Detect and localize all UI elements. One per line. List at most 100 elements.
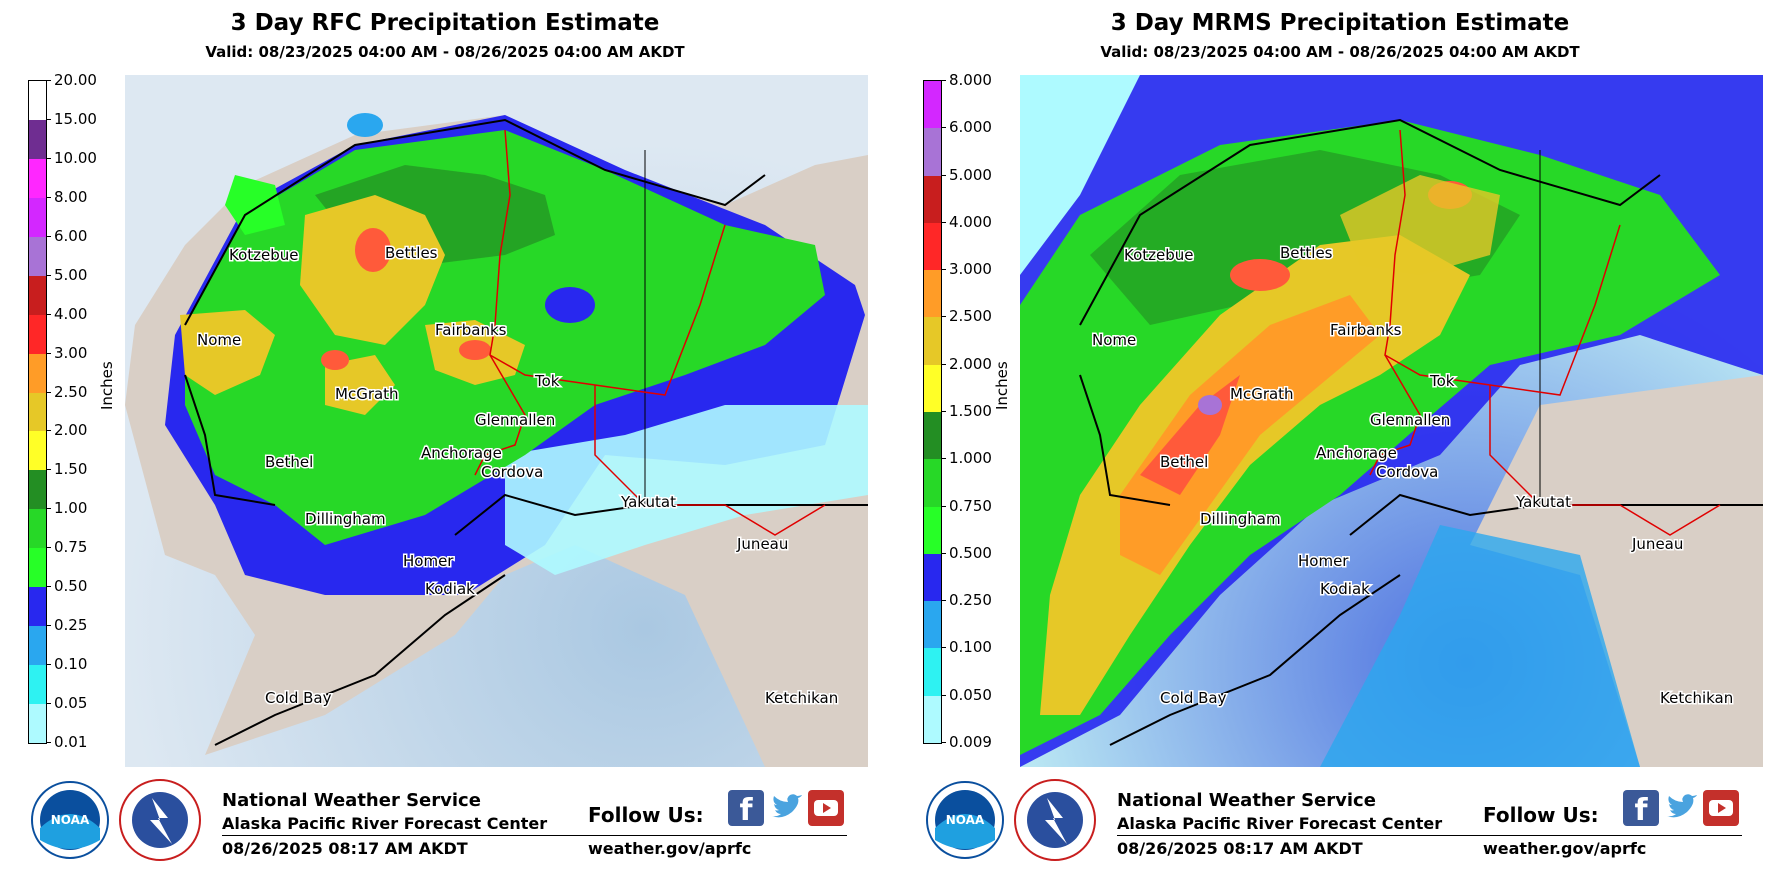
city-label: Dillingham [1200, 510, 1281, 528]
colorbar-tick-label: 0.050 [949, 685, 992, 704]
highway [1489, 385, 1721, 536]
colorbar-tick-label: 3.000 [949, 260, 992, 279]
colorbar-tick-label: 0.250 [949, 591, 992, 610]
colorbar-segment [29, 197, 46, 237]
colorbar-segment [924, 459, 941, 507]
colorbar-tick-label: 6.00 [54, 226, 88, 245]
colorbar-segment [924, 648, 941, 696]
precip-yellow-east [1340, 175, 1500, 275]
unit-label: Inches [993, 361, 1011, 410]
precip-red-3 [459, 340, 491, 360]
precip-orange [1120, 295, 1380, 575]
website-link[interactable]: weather.gov/aprfc [1483, 839, 1647, 858]
city-label: Tok [534, 372, 560, 390]
colorbar-segment [924, 695, 941, 743]
twitter-icon[interactable] [1663, 790, 1699, 826]
precip-cyan-south [1320, 525, 1640, 767]
colorbar-segment [29, 665, 46, 704]
colorbar-segment [29, 119, 46, 159]
svg-text:NOAA: NOAA [946, 813, 985, 827]
timestamp: 08/26/2025 08:17 AM AKDT [222, 839, 468, 858]
colorbar-segment [924, 175, 941, 223]
colorbar-ticks: 0.01 0.05 0.10 0.25 0.50 0.75 1.00 1.50 2.00 2.50… [46, 71, 106, 751]
precip-blue-pocket [545, 287, 595, 323]
colorbar-tick-label: 1.50 [54, 460, 88, 479]
divider [1117, 835, 1742, 836]
precip-red-1 [355, 228, 391, 272]
youtube-icon[interactable] [1703, 790, 1739, 826]
colorbar-tick-label: 5.00 [54, 265, 88, 284]
precip-red-2 [321, 350, 349, 370]
colorbar-tick-label: 2.50 [54, 382, 88, 401]
colorbar-segment [29, 158, 46, 198]
precip-map: Kotzebue Bettles Nome Fairbanks McGrath … [1020, 75, 1763, 767]
city-label: Cold Bay [265, 689, 332, 707]
colorbar-tick-label: 1.000 [949, 449, 992, 468]
colorbar-segment [924, 553, 941, 602]
city-label: McGrath [1230, 385, 1294, 403]
unit-label: Inches [98, 361, 116, 410]
highway [489, 129, 726, 396]
facebook-icon[interactable]: f [728, 790, 764, 826]
colorbar-tick-label: 10.00 [54, 148, 97, 167]
colorbar-tick-label: 8.000 [949, 71, 992, 89]
city-label: Homer [403, 552, 454, 570]
precip-blue-north [347, 113, 383, 137]
colorbar-tick-label: 0.10 [54, 655, 88, 674]
city-label: Homer [1298, 552, 1349, 570]
colorbar-segment [924, 364, 941, 412]
colorbar-tick-label: 0.75 [54, 538, 88, 557]
colorbar-segment [924, 222, 941, 271]
colorbar-tick-label: 0.500 [949, 543, 992, 562]
org-name: National Weather Service [1117, 790, 1376, 811]
website-link[interactable]: weather.gov/aprfc [588, 839, 752, 858]
facebook-icon[interactable]: f [1623, 790, 1659, 826]
city-label: Cordova [1376, 463, 1438, 481]
colorbar-tick-label: 0.009 [949, 733, 992, 751]
colorbar-ticks: 0.009 0.050 0.100 0.250 0.500 0.750 1.000 1.500… [941, 71, 1001, 751]
follow-us: Follow Us: [588, 803, 704, 827]
colorbar [28, 80, 47, 744]
city-label: Nome [1092, 331, 1136, 349]
city-label: Bethel [265, 453, 313, 471]
timestamp: 08/26/2025 08:17 AM AKDT [1117, 839, 1363, 858]
city-label: Cordova [481, 463, 543, 481]
rfc-panel: 3 Day RFC Precipitation Estimate Valid: … [0, 0, 890, 889]
city-label: Kodiak [1320, 580, 1370, 598]
colorbar-segment [29, 314, 46, 354]
precip-yellow-5 [225, 175, 285, 235]
colorbar-segment [29, 587, 46, 627]
city-label: Glennallen [1370, 411, 1450, 429]
colorbar-tick-label: 2.500 [949, 307, 992, 326]
colorbar-segment [924, 270, 941, 318]
highway [1384, 129, 1621, 396]
colorbar-tick-label: 3.00 [54, 343, 88, 362]
colorbar-segment [924, 81, 941, 129]
colorbar-segment [924, 128, 941, 176]
mrms-panel: 3 Day MRMS Precipitation Estimate Valid:… [895, 0, 1781, 889]
city-label: Dillingham [305, 510, 386, 528]
precip-cyan [1020, 75, 1140, 275]
nws-logo-icon [1014, 779, 1096, 861]
youtube-icon[interactable] [808, 790, 844, 826]
city-label: Bettles [1280, 244, 1333, 262]
colorbar-tick-label: 1.00 [54, 499, 88, 518]
colorbar-segment [29, 431, 46, 471]
city-label: Kotzebue [229, 246, 299, 264]
colorbar-tick-label: 6.000 [949, 118, 992, 137]
precip-yellow-4 [180, 310, 275, 395]
colorbar [923, 80, 942, 744]
twitter-icon[interactable] [768, 790, 804, 826]
city-label: Anchorage [421, 444, 502, 462]
svg-text:f: f [1634, 793, 1648, 826]
colorbar-segment [924, 506, 941, 554]
city-label: Tok [1429, 372, 1455, 390]
colorbar-tick-label: 8.00 [54, 187, 88, 206]
city-label: Kodiak [425, 580, 475, 598]
city-label: Anchorage [1316, 444, 1397, 462]
colorbar-segment [924, 317, 941, 365]
colorbar-segment [29, 626, 46, 666]
footer: NOAA National Weather Service Alaska Pac… [895, 770, 1781, 889]
colorbar-tick-label: 0.50 [54, 577, 88, 596]
colorbar-segment [29, 353, 46, 393]
